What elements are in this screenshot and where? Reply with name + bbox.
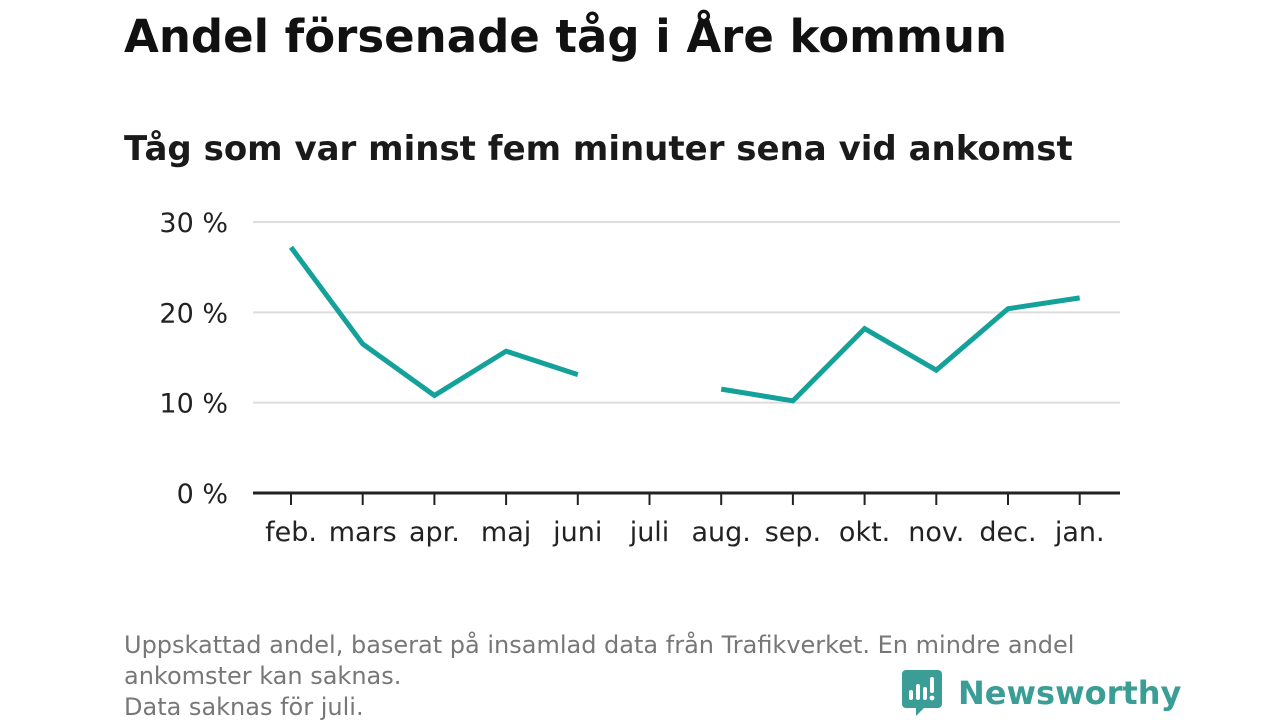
footnote-line-1: Uppskattad andel, baserat på insamlad da… [124, 631, 1075, 659]
series-line-segment [720, 295, 1081, 404]
brand-name: Newsworthy [958, 674, 1182, 712]
x-tick-label: apr. [409, 517, 460, 548]
footnote-line-3: Data saknas för juli. [124, 693, 364, 720]
x-tick-label: feb. [265, 517, 317, 548]
y-tick-label: 30 % [159, 208, 228, 239]
x-tick-label: aug. [692, 517, 751, 548]
brand-logo: Newsworthy [902, 668, 1181, 718]
newsworthy-logo-icon [902, 670, 942, 716]
y-tick-label: 0 % [177, 479, 228, 510]
x-tick-label: sep. [765, 517, 821, 548]
y-tick-label: 20 % [159, 298, 228, 329]
x-tick-label: juli [629, 517, 670, 548]
chart-subtitle: Tåg som var minst fem minuter sena vid a… [124, 129, 1073, 169]
chart-title: Andel försenade tåg i Åre kommun [124, 10, 1008, 63]
footnote: Uppskattad andel, baserat på insamlad da… [124, 630, 1074, 720]
y-tick-label: 10 % [159, 389, 228, 420]
x-tick-label: dec. [979, 517, 1036, 548]
x-tick-label: okt. [839, 517, 890, 548]
footnote-line-2: ankomster kan saknas. [124, 662, 402, 690]
x-tick-label: juni [552, 517, 602, 548]
series-line-segment [288, 245, 579, 399]
x-tick-label: maj [481, 517, 531, 548]
x-tick-label: jan. [1054, 517, 1105, 548]
x-tick-label: mars [329, 517, 397, 548]
x-tick-label: nov. [908, 517, 964, 548]
